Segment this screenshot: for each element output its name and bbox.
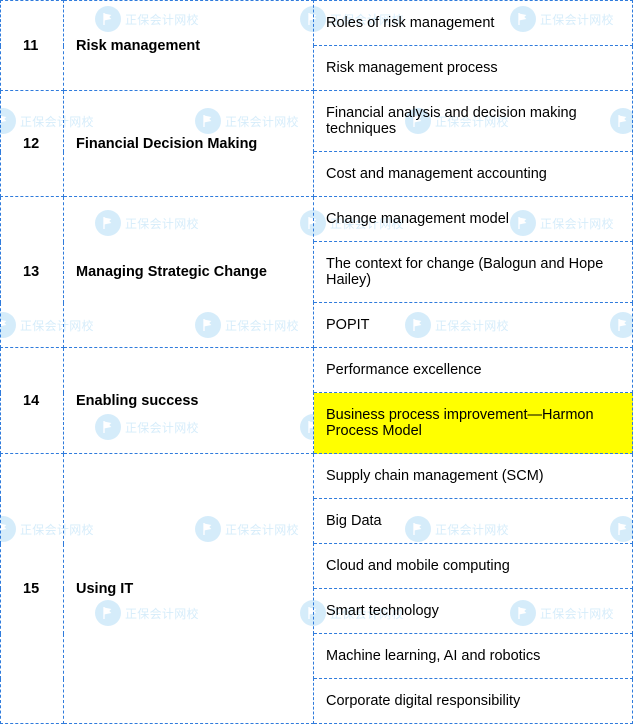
- subtopic-cell: Roles of risk management: [314, 1, 633, 46]
- subtopic-cell: Business process improvement—Harmon Proc…: [314, 393, 633, 454]
- subtopic-cell: Financial analysis and decision making t…: [314, 91, 633, 152]
- subtopic-cell: Change management model: [314, 197, 633, 242]
- table-row: 13Managing Strategic ChangeChange manage…: [1, 197, 633, 242]
- subtopic-cell: The context for change (Balogun and Hope…: [314, 242, 633, 303]
- subtopic-cell: Performance excellence: [314, 348, 633, 393]
- table-row: 14Enabling successPerformance excellence: [1, 348, 633, 393]
- subtopic-cell: Smart technology: [314, 589, 633, 634]
- table-body: 11Risk managementRoles of risk managemen…: [1, 1, 633, 724]
- table-row: 15Using ITSupply chain management (SCM): [1, 454, 633, 499]
- topic-title: Using IT: [64, 454, 314, 724]
- subtopic-cell: Cloud and mobile computing: [314, 544, 633, 589]
- topic-title: Risk management: [64, 1, 314, 91]
- topic-title: Enabling success: [64, 348, 314, 454]
- subtopic-cell: Big Data: [314, 499, 633, 544]
- subtopic-cell: Risk management process: [314, 46, 633, 91]
- subtopic-cell: Supply chain management (SCM): [314, 454, 633, 499]
- topic-title: Financial Decision Making: [64, 91, 314, 197]
- table-row: 11Risk managementRoles of risk managemen…: [1, 1, 633, 46]
- row-number: 13: [1, 197, 64, 348]
- row-number: 14: [1, 348, 64, 454]
- subtopic-cell: POPIT: [314, 303, 633, 348]
- table-row: 12Financial Decision MakingFinancial ana…: [1, 91, 633, 152]
- row-number: 15: [1, 454, 64, 724]
- row-number: 11: [1, 1, 64, 91]
- topic-title: Managing Strategic Change: [64, 197, 314, 348]
- curriculum-table: 11Risk managementRoles of risk managemen…: [0, 0, 633, 724]
- subtopic-cell: Machine learning, AI and robotics: [314, 634, 633, 679]
- row-number: 12: [1, 91, 64, 197]
- subtopic-cell: Cost and management accounting: [314, 152, 633, 197]
- subtopic-cell: Corporate digital responsibility: [314, 679, 633, 724]
